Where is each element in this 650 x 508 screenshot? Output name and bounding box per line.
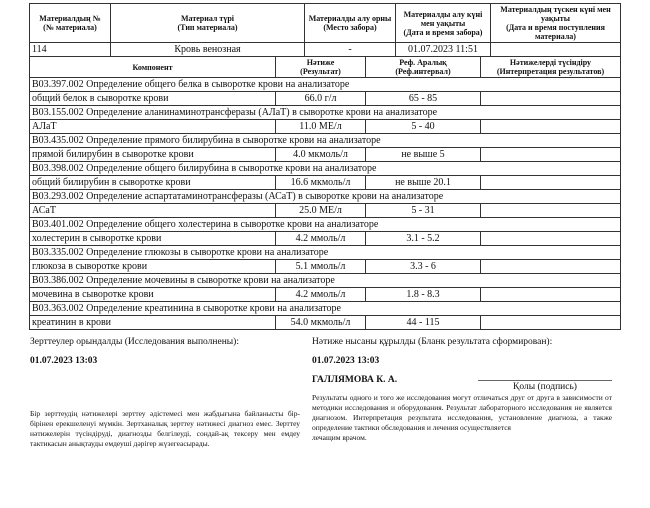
interpretation — [480, 315, 621, 330]
test-result-row: АЛаТ 11.0 МЕ/л 5 - 40 — [29, 119, 621, 134]
result-value: 4.0 мкмоль/л — [275, 147, 366, 162]
results-table: Компонент Нәтиже (Результат) Реф. Аралық (… — [29, 57, 621, 330]
component-name: холестерин в сыворотке крови — [29, 231, 276, 246]
interpretation — [480, 147, 621, 162]
ref-interval: 44 - 115 — [365, 315, 481, 330]
material-cell: - — [304, 42, 396, 57]
received-datetime-header: Материалдың түскен күні мен уақыты (Дата… — [490, 3, 621, 43]
disclaimer-ru-text: Результаты одного и того же исследования… — [312, 393, 612, 432]
test-group-row: B03.155.002 Определение аланинаминотранс… — [29, 105, 621, 120]
collection-site-header: Материалды алу орны (Место забора) — [304, 3, 396, 43]
material-table: Материалдың № (№ материала) Материал түрі… — [29, 3, 621, 57]
test-result-row: креатинин в крови 54.0 мкмоль/л 44 - 115 — [29, 315, 621, 330]
test-group-row: B03.293.002 Определение аспартатаминотра… — [29, 189, 621, 204]
result-value: 4.2 ммоль/л — [275, 287, 366, 302]
test-group-row: B03.435.002 Определение прямого билируби… — [29, 133, 621, 148]
formed-date: 01.07.2023 13:03 — [312, 356, 380, 366]
interpretation — [480, 175, 621, 190]
material-cell — [490, 42, 621, 57]
test-result-row: АСаТ 25.0 МЕ/л 5 - 31 — [29, 203, 621, 218]
result-value: 11.0 МЕ/л — [275, 119, 366, 134]
ref-interval: 5 - 31 — [365, 203, 481, 218]
interpretation — [480, 287, 621, 302]
test-group-title: B03.363.002 Определение креатинина в сыв… — [29, 301, 621, 316]
ref-interval: 1.8 - 8.3 — [365, 287, 481, 302]
test-result-row: глюкоза в сыворотке крови 5.1 ммоль/л 3.3 … — [29, 259, 621, 274]
test-group-title: B03.435.002 Определение прямого билируби… — [29, 133, 621, 148]
result-header: Нәтиже (Результат) — [275, 57, 366, 78]
component-name: общий белок в сыворотке крови — [29, 91, 276, 106]
test-group-title: B03.398.002 Определение общего билирубин… — [29, 161, 621, 176]
performed-label: Зерттеулер орындалды (Исследования выпол… — [30, 337, 239, 347]
disclaimer-ru-tail: лечащим врачом. — [312, 433, 367, 442]
test-group-row: B03.401.002 Определение общего холестери… — [29, 217, 621, 232]
result-value: 66.0 г/л — [275, 91, 366, 106]
component-header: Компонент — [29, 57, 276, 78]
ref-interval: 3.3 - 6 — [365, 259, 481, 274]
material-cell: Кровь венозная — [110, 42, 305, 57]
test-result-row: общий белок в сыворотке крови 66.0 г/л 65 … — [29, 91, 621, 106]
signature-line — [478, 380, 612, 381]
signature-label: Қолы (подпись) — [513, 382, 577, 392]
result-value: 54.0 мкмоль/л — [275, 315, 366, 330]
footer-right: Нәтиже нысаны құрылды (Бланк результата … — [312, 336, 612, 449]
interpretation — [480, 231, 621, 246]
disclaimer-ru: Результаты одного и того же исследования… — [312, 393, 612, 443]
material-cell: 01.07.2023 11:51 — [395, 42, 491, 57]
test-group-row: B03.397.002 Определение общего белка в с… — [29, 77, 621, 92]
component-name: глюкоза в сыворотке крови — [29, 259, 276, 274]
component-name: креатинин в крови — [29, 315, 276, 330]
test-group-row: B03.386.002 Определение мочевины в сывор… — [29, 273, 621, 288]
ref-interval: не выше 20.1 — [365, 175, 481, 190]
component-name: мочевина в сыворотке крови — [29, 287, 276, 302]
footer-left: Зерттеулер орындалды (Исследования выпол… — [30, 336, 300, 449]
formed-label: Нәтиже нысаны құрылды (Бланк результата … — [312, 337, 553, 347]
ref-interval: не выше 5 — [365, 147, 481, 162]
test-group-title: B03.335.002 Определение глюкозы в сыворо… — [29, 245, 621, 260]
component-name: прямой билирубин в сыворотке крови — [29, 147, 276, 162]
ref-interval: 65 - 85 — [365, 91, 481, 106]
interpretation — [480, 203, 621, 218]
test-group-row: B03.398.002 Определение общего билирубин… — [29, 161, 621, 176]
collection-datetime-header: Материалды алу күні мен уақыты (Дата и в… — [395, 3, 491, 43]
test-group-title: B03.397.002 Определение общего белка в с… — [29, 77, 621, 92]
test-result-row: холестерин в сыворотке крови 4.2 ммоль/л 3… — [29, 231, 621, 246]
ref-interval: 3.1 - 5.2 — [365, 231, 481, 246]
test-result-row: мочевина в сыворотке крови 4.2 ммоль/л 1.8… — [29, 287, 621, 302]
test-group-title: B03.155.002 Определение аланинаминотранс… — [29, 105, 621, 120]
component-name: АЛаТ — [29, 119, 276, 134]
signer-name: ГАЛЛЯМОВА К. А. — [312, 375, 398, 385]
test-group-title: B03.401.002 Определение общего холестери… — [29, 217, 621, 232]
test-result-row: прямой билирубин в сыворотке крови 4.0 мк… — [29, 147, 621, 162]
material-cell: 114 — [29, 42, 111, 57]
ref-interval: 5 - 40 — [365, 119, 481, 134]
disclaimer-kz: Бір зерттеудің нәтижелері зерттеу әдісте… — [30, 409, 300, 448]
test-result-row: общий билирубин в сыворотке крови 16.6 мк… — [29, 175, 621, 190]
interpretation-header: Нәтижелерді түсіндіру (Интерпретация рез… — [480, 57, 621, 78]
signature-block: Қолы (подпись) — [478, 380, 612, 393]
interpretation — [480, 91, 621, 106]
component-name: общий билирубин в сыворотке крови — [29, 175, 276, 190]
test-group-title: B03.293.002 Определение аспартатаминотра… — [29, 189, 621, 204]
ref-interval-header: Реф. Аралық (Реф.интервал) — [365, 57, 481, 78]
test-group-row: B03.363.002 Определение креатинина в сыв… — [29, 301, 621, 316]
material-type-header: Материал түрі (Тип материала) — [110, 3, 305, 43]
interpretation — [480, 119, 621, 134]
result-value: 25.0 МЕ/л — [275, 203, 366, 218]
result-value: 16.6 мкмоль/л — [275, 175, 366, 190]
interpretation — [480, 259, 621, 274]
performed-date: 01.07.2023 13:03 — [30, 356, 98, 366]
test-group-title: B03.386.002 Определение мочевины в сывор… — [29, 273, 621, 288]
report-footer: Зерттеулер орындалды (Исследования выпол… — [30, 336, 612, 449]
material-number-header: Материалдың № (№ материала) — [29, 3, 111, 43]
signature-row: ГАЛЛЯМОВА К. А. Қолы (подпись) — [312, 374, 612, 393]
test-group-row: B03.335.002 Определение глюкозы в сыворо… — [29, 245, 621, 260]
result-value: 4.2 ммоль/л — [275, 231, 366, 246]
component-name: АСаТ — [29, 203, 276, 218]
result-value: 5.1 ммоль/л — [275, 259, 366, 274]
